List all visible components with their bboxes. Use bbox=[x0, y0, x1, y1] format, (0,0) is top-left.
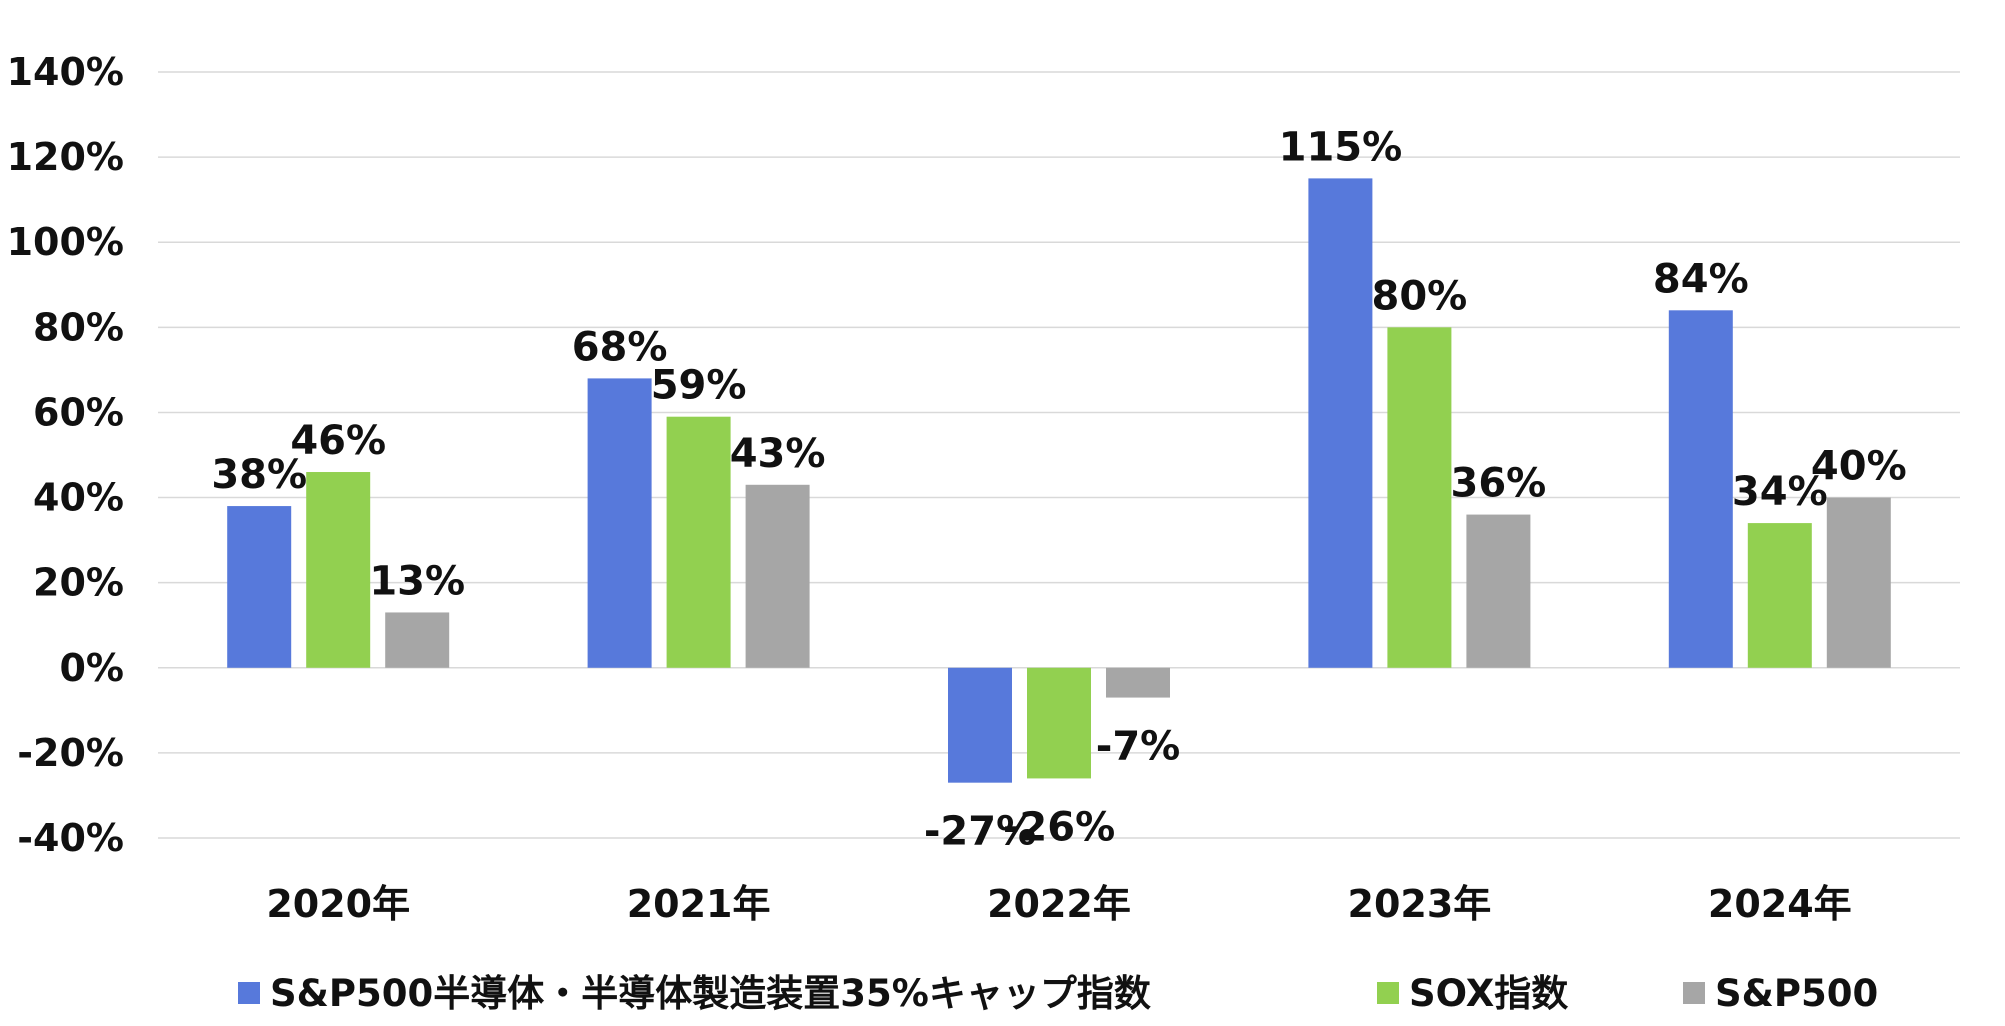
data-label: 59% bbox=[651, 363, 747, 409]
data-label: -27% bbox=[924, 809, 1036, 855]
bar bbox=[1308, 178, 1373, 668]
y-tick-label: 0% bbox=[59, 646, 124, 690]
legend-label: S&P500 bbox=[1715, 972, 1878, 1015]
legend-item: S&P500半導体・半導体製造装置35%キャップ指数 bbox=[238, 972, 1151, 1015]
bar bbox=[666, 416, 731, 668]
x-category-label: 2021年 bbox=[627, 882, 771, 926]
x-category-label: 2023年 bbox=[1348, 882, 1492, 926]
bar bbox=[1747, 523, 1812, 668]
bar bbox=[1826, 497, 1891, 668]
data-label: 80% bbox=[1372, 273, 1468, 319]
y-tick-label: 40% bbox=[33, 476, 124, 520]
bar bbox=[1668, 310, 1733, 668]
y-tick-label: 140% bbox=[7, 50, 124, 94]
x-category-label: 2024年 bbox=[1708, 882, 1852, 926]
bar bbox=[948, 667, 1012, 783]
bar bbox=[385, 612, 450, 668]
legend-swatch bbox=[238, 982, 260, 1004]
legend-item: S&P500 bbox=[1683, 972, 1878, 1015]
bar bbox=[1106, 667, 1170, 698]
legend-label: S&P500半導体・半導体製造装置35%キャップ指数 bbox=[270, 972, 1151, 1015]
x-category-label: 2020年 bbox=[266, 882, 410, 926]
bar bbox=[227, 506, 292, 668]
bar bbox=[1387, 327, 1452, 668]
bar bbox=[306, 472, 371, 668]
y-tick-label: 120% bbox=[7, 135, 124, 179]
data-label: -7% bbox=[1096, 724, 1181, 770]
y-tick-label: 20% bbox=[33, 561, 124, 605]
bar bbox=[745, 484, 810, 668]
x-category-label: 2022年 bbox=[987, 882, 1131, 926]
legend-swatch bbox=[1683, 982, 1705, 1004]
data-label: 34% bbox=[1732, 469, 1828, 515]
x-axis-category-labels: 2020年 2021年 2022年 2023年 2024年 bbox=[266, 882, 1851, 926]
data-label: 115% bbox=[1279, 124, 1403, 170]
data-label: 46% bbox=[290, 418, 386, 464]
data-label: 68% bbox=[572, 324, 668, 370]
bar bbox=[1027, 667, 1091, 779]
data-label: 38% bbox=[211, 452, 307, 498]
bar bbox=[1466, 514, 1531, 668]
data-label: 13% bbox=[369, 558, 465, 604]
data-label: -26% bbox=[1003, 804, 1115, 850]
legend-label: SOX指数 bbox=[1409, 972, 1568, 1015]
y-axis-tick-labels: 140% 120% 100% 80% 60% 40% 20% 0% -20% -40% bbox=[7, 50, 124, 860]
data-label: 84% bbox=[1653, 256, 1749, 302]
legend: S&P500半導体・半導体製造装置35%キャップ指数 SOX指数 S&P500 bbox=[238, 972, 1878, 1015]
bar bbox=[587, 378, 652, 668]
legend-swatch bbox=[1377, 982, 1399, 1004]
data-label: 40% bbox=[1811, 444, 1907, 490]
data-labels: 38%46% 13% 68%59% 43% -27%-26% -7% 115% 80% 36% 8… bbox=[211, 124, 1906, 854]
data-label: 36% bbox=[1451, 461, 1547, 507]
y-tick-label: -40% bbox=[17, 816, 124, 860]
y-tick-label: 100% bbox=[7, 220, 124, 264]
y-tick-label: -20% bbox=[17, 731, 124, 775]
data-label: 43% bbox=[730, 431, 826, 477]
y-tick-label: 80% bbox=[33, 305, 124, 349]
y-tick-label: 60% bbox=[33, 390, 124, 434]
bars bbox=[227, 178, 1891, 783]
legend-item: SOX指数 bbox=[1377, 972, 1568, 1015]
